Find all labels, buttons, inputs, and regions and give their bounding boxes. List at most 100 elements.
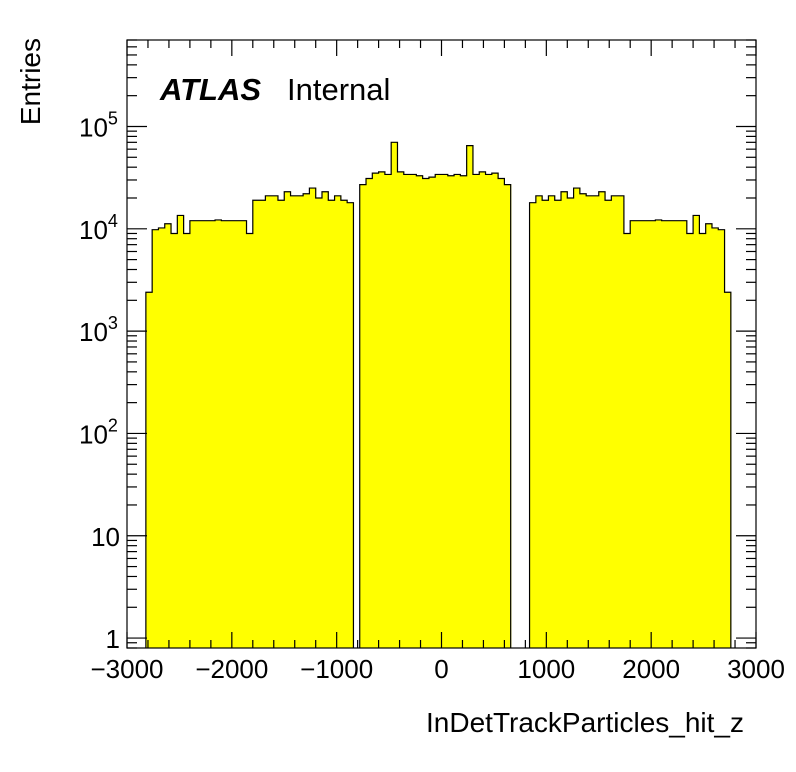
histogram-bin	[416, 175, 424, 649]
histogram-bin	[366, 178, 373, 648]
histogram-bin	[202, 220, 210, 648]
histogram-bin	[460, 175, 468, 649]
x-tick-label: 3000	[727, 654, 785, 684]
histogram-bin	[611, 195, 619, 649]
histogram-bin	[466, 145, 474, 648]
histogram-bin	[623, 233, 631, 648]
histogram-bin	[221, 220, 229, 648]
histogram-bin	[215, 219, 222, 648]
histogram-bin	[315, 197, 323, 648]
histogram-bin	[208, 220, 216, 648]
histogram-bin	[674, 220, 682, 648]
histogram-bin	[227, 220, 235, 648]
histogram-bin	[252, 200, 260, 649]
y-tick-label: 1	[106, 624, 120, 654]
histogram-bin	[152, 229, 160, 649]
histogram-bin	[145, 292, 153, 648]
x-tick-label: 1000	[517, 654, 575, 684]
histogram-bin	[642, 220, 650, 648]
x-tick-label: 0	[434, 654, 448, 684]
histogram-bin	[171, 233, 178, 648]
histogram-bin	[554, 200, 562, 649]
histogram-bin	[579, 193, 587, 649]
histogram-bin	[265, 195, 273, 649]
histogram-bin	[359, 184, 367, 648]
histogram-bin	[422, 178, 430, 648]
histogram-bin	[271, 195, 279, 649]
histogram-bin	[573, 188, 581, 649]
histogram-bin	[196, 220, 204, 648]
histogram-bin	[567, 197, 575, 648]
histogram-bin	[410, 174, 417, 649]
x-tick-label: −3000	[90, 654, 163, 684]
y-tick-label: 103	[79, 313, 118, 347]
histogram-bin	[391, 142, 399, 648]
histogram-bin	[667, 220, 675, 648]
internal-label: Internal	[287, 72, 390, 107]
histogram-bin	[397, 171, 405, 648]
tick-labels: −3000 −2000 −1000 0 1000 2000 3000 1 10 102 103 104…	[79, 108, 785, 684]
histogram-bin	[649, 220, 656, 648]
histogram-bin	[246, 233, 254, 648]
histogram-outline	[145, 141, 732, 648]
histogram-bin	[334, 195, 342, 649]
histogram-bin	[711, 227, 719, 648]
y-tick-label: 102	[79, 415, 118, 449]
histogram-bin	[328, 200, 336, 649]
histogram-bin	[435, 174, 443, 649]
y-tick-label: 10	[91, 522, 120, 552]
histogram-bin	[472, 174, 480, 649]
histogram-bin	[309, 188, 317, 649]
histogram-bin	[403, 174, 411, 649]
histogram-bin	[183, 233, 191, 648]
x-tick-label: 2000	[622, 654, 680, 684]
histogram-bin	[542, 200, 550, 649]
histogram-bin	[454, 174, 461, 649]
histogram-bin	[447, 175, 455, 649]
histogram-bin	[240, 220, 248, 648]
histogram-bin	[303, 193, 311, 649]
y-tick-label: 104	[79, 211, 118, 245]
y-axis-title: Entries	[15, 38, 46, 125]
histogram-bin	[378, 171, 386, 648]
histogram-bin	[340, 200, 348, 649]
x-tick-label: −2000	[195, 654, 268, 684]
histogram-bin	[177, 215, 185, 648]
axis-ticks	[126, 39, 757, 649]
histogram-bin	[661, 220, 669, 648]
histogram-bin	[259, 200, 266, 649]
histogram-bin	[498, 178, 505, 648]
histogram-bin	[321, 191, 329, 649]
histogram-bin	[680, 220, 688, 648]
histogram-bin	[529, 202, 537, 648]
histogram-bin	[655, 219, 663, 648]
y-tick-label: 105	[79, 108, 118, 142]
histogram-bin	[158, 227, 166, 648]
histogram-bin	[164, 223, 172, 648]
histogram-bin	[605, 200, 612, 649]
x-tick-label: −1000	[300, 654, 373, 684]
histogram-bin	[636, 220, 644, 648]
histogram-bin	[290, 195, 298, 649]
histogram-bin	[598, 191, 606, 649]
histogram-bin	[284, 191, 292, 649]
histogram-bin	[535, 195, 543, 649]
histogram-bin	[548, 195, 556, 649]
histogram-bin	[296, 195, 304, 649]
histogram-bin	[233, 220, 241, 648]
histogram-bin	[347, 202, 355, 648]
histogram-bin	[724, 292, 732, 648]
histogram-bin	[491, 173, 499, 648]
histogram-bin	[718, 229, 726, 649]
histogram-bin	[504, 184, 512, 648]
histogram-bin	[428, 177, 436, 649]
histogram-bin	[705, 223, 713, 648]
histogram-bin	[189, 220, 197, 648]
histogram-bin	[699, 233, 707, 648]
x-axis-title: InDetTrackParticles_hit_z	[426, 707, 744, 738]
histogram-bin	[586, 195, 594, 649]
histogram-bin	[277, 200, 285, 649]
histogram-bin	[561, 191, 568, 649]
histogram-bin	[617, 195, 625, 649]
